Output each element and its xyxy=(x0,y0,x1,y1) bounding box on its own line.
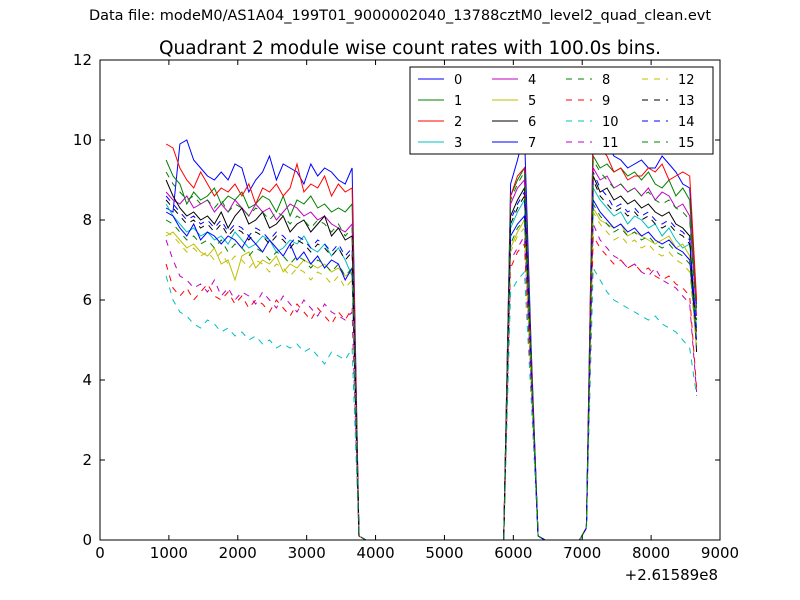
series-line-14 xyxy=(165,171,698,540)
legend-label-6: 6 xyxy=(528,115,536,130)
legend-label-3: 3 xyxy=(454,136,462,151)
series-line-4 xyxy=(165,166,698,540)
y-tick-label: 0 xyxy=(82,531,92,549)
legend-label-9: 9 xyxy=(602,94,610,109)
legend-label-10: 10 xyxy=(602,115,619,130)
series-line-13 xyxy=(165,179,698,540)
y-tick-label: 12 xyxy=(73,51,92,69)
series-line-7 xyxy=(165,198,698,540)
series-line-12 xyxy=(165,210,698,540)
x-tick-label: 0 xyxy=(95,544,105,562)
legend-label-13: 13 xyxy=(678,94,695,109)
legend-label-7: 7 xyxy=(528,136,536,151)
legend-label-15: 15 xyxy=(678,136,695,151)
x-tick-label: 5000 xyxy=(425,544,463,562)
series-line-6 xyxy=(165,175,698,540)
x-tick-label: 3000 xyxy=(288,544,326,562)
series-line-15 xyxy=(165,158,698,540)
legend-label-4: 4 xyxy=(528,73,536,88)
x-tick-label: 4000 xyxy=(356,544,394,562)
legend-label-8: 8 xyxy=(602,73,610,88)
legend-label-2: 2 xyxy=(454,115,462,130)
x-tick-label: 2000 xyxy=(219,544,257,562)
legend-frame xyxy=(409,66,714,155)
x-tick-label: 1000 xyxy=(150,544,188,562)
series-line-11 xyxy=(165,223,698,540)
legend-label-11: 11 xyxy=(602,136,619,151)
legend-label-12: 12 xyxy=(678,73,695,88)
series-line-3 xyxy=(165,186,698,540)
legend-label-0: 0 xyxy=(454,73,462,88)
chart-title: Quadrant 2 module wise count rates with … xyxy=(159,38,661,59)
series-line-9 xyxy=(165,234,698,540)
legend-label-5: 5 xyxy=(528,94,536,109)
x-axis-offset-label: +2.61589e8 xyxy=(625,566,718,584)
legend-label-1: 1 xyxy=(454,94,462,109)
y-tick-label: 10 xyxy=(73,131,92,149)
series-line-1 xyxy=(165,154,698,540)
legend-label-14: 14 xyxy=(678,115,695,130)
tick-layer: 0 1000 2000 3000 4000 5000 6000 7000 8000 9000 0 2 4… xyxy=(73,51,739,562)
y-tick-label: 2 xyxy=(82,451,92,469)
x-tick-label: 6000 xyxy=(494,544,532,562)
series-line-8 xyxy=(165,202,698,540)
y-tick-label: 6 xyxy=(82,291,92,309)
figure-suptitle: Data file: modeM0/AS1A04_199T01_90000020… xyxy=(88,8,712,24)
series-layer xyxy=(165,126,698,540)
series-line-10 xyxy=(165,266,698,540)
x-tick-label: 7000 xyxy=(563,544,601,562)
y-tick-label: 4 xyxy=(82,371,92,389)
x-tick-label: 8000 xyxy=(632,544,670,562)
y-tick-label: 8 xyxy=(82,211,92,229)
x-tick-label: 9000 xyxy=(701,544,739,562)
series-line-2 xyxy=(165,131,698,540)
